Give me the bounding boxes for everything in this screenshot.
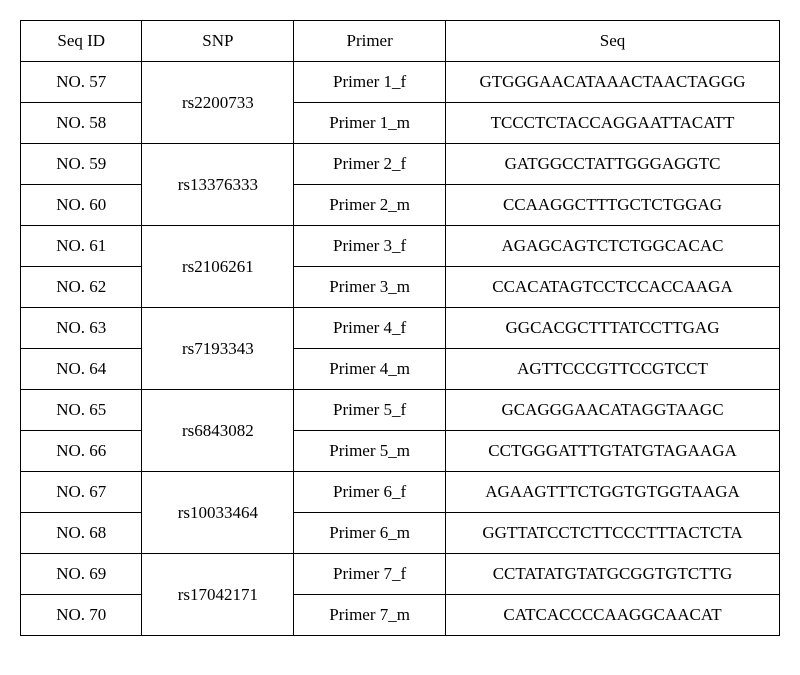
- col-header-seqid: Seq ID: [21, 21, 142, 62]
- cell-seq: AGTTCCCGTTCCGTCCT: [446, 349, 780, 390]
- cell-seqid: NO. 63: [21, 308, 142, 349]
- col-header-primer: Primer: [294, 21, 446, 62]
- cell-primer: Primer 6_m: [294, 513, 446, 554]
- cell-primer: Primer 5_f: [294, 390, 446, 431]
- cell-primer: Primer 2_m: [294, 185, 446, 226]
- table-row: NO. 65 rs6843082 Primer 5_f GCAGGGAACATA…: [21, 390, 780, 431]
- cell-seq: CCTATATGTATGCGGTGTCTTG: [446, 554, 780, 595]
- table-body: NO. 57 rs2200733 Primer 1_f GTGGGAACATAA…: [21, 62, 780, 636]
- cell-seqid: NO. 70: [21, 595, 142, 636]
- cell-snp: rs10033464: [142, 472, 294, 554]
- col-header-seq: Seq: [446, 21, 780, 62]
- table-row: NO. 68 Primer 6_m GGTTATCCTCTTCCCTTTACTC…: [21, 513, 780, 554]
- cell-seq: GGTTATCCTCTTCCCTTTACTCTA: [446, 513, 780, 554]
- table-row: NO. 62 Primer 3_m CCACATAGTCCTCCACCAAGA: [21, 267, 780, 308]
- table-row: NO. 58 Primer 1_m TCCCTCTACCAGGAATTACATT: [21, 103, 780, 144]
- col-header-snp: SNP: [142, 21, 294, 62]
- table-row: NO. 69 rs17042171 Primer 7_f CCTATATGTAT…: [21, 554, 780, 595]
- cell-snp: rs7193343: [142, 308, 294, 390]
- cell-primer: Primer 2_f: [294, 144, 446, 185]
- cell-seqid: NO. 57: [21, 62, 142, 103]
- cell-snp: rs17042171: [142, 554, 294, 636]
- table-row: NO. 57 rs2200733 Primer 1_f GTGGGAACATAA…: [21, 62, 780, 103]
- cell-primer: Primer 7_m: [294, 595, 446, 636]
- cell-seqid: NO. 60: [21, 185, 142, 226]
- cell-primer: Primer 1_m: [294, 103, 446, 144]
- table-row: NO. 63 rs7193343 Primer 4_f GGCACGCTTTAT…: [21, 308, 780, 349]
- cell-seq: AGAGCAGTCTCTGGCACAC: [446, 226, 780, 267]
- cell-seq: GCAGGGAACATAGGTAAGC: [446, 390, 780, 431]
- cell-seq: GATGGCCTATTGGGAGGTC: [446, 144, 780, 185]
- table-row: NO. 66 Primer 5_m CCTGGGATTTGTATGTAGAAGA: [21, 431, 780, 472]
- cell-primer: Primer 1_f: [294, 62, 446, 103]
- cell-seq: AGAAGTTTCTGGTGTGGTAAGA: [446, 472, 780, 513]
- cell-seqid: NO. 58: [21, 103, 142, 144]
- cell-seqid: NO. 59: [21, 144, 142, 185]
- cell-primer: Primer 4_f: [294, 308, 446, 349]
- cell-primer: Primer 6_f: [294, 472, 446, 513]
- cell-snp: rs2106261: [142, 226, 294, 308]
- cell-seqid: NO. 66: [21, 431, 142, 472]
- primer-table: Seq ID SNP Primer Seq NO. 57 rs2200733 P…: [20, 20, 780, 636]
- table-header-row: Seq ID SNP Primer Seq: [21, 21, 780, 62]
- cell-seqid: NO. 62: [21, 267, 142, 308]
- cell-primer: Primer 4_m: [294, 349, 446, 390]
- table-row: NO. 70 Primer 7_m CATCACCCCAAGGCAACAT: [21, 595, 780, 636]
- table-row: NO. 64 Primer 4_m AGTTCCCGTTCCGTCCT: [21, 349, 780, 390]
- cell-seqid: NO. 65: [21, 390, 142, 431]
- cell-seqid: NO. 61: [21, 226, 142, 267]
- cell-primer: Primer 5_m: [294, 431, 446, 472]
- cell-seq: CATCACCCCAAGGCAACAT: [446, 595, 780, 636]
- cell-snp: rs13376333: [142, 144, 294, 226]
- primer-table-container: Seq ID SNP Primer Seq NO. 57 rs2200733 P…: [20, 20, 780, 636]
- table-row: NO. 67 rs10033464 Primer 6_f AGAAGTTTCTG…: [21, 472, 780, 513]
- cell-seqid: NO. 64: [21, 349, 142, 390]
- cell-seq: GGCACGCTTTATCCTTGAG: [446, 308, 780, 349]
- cell-seq: TCCCTCTACCAGGAATTACATT: [446, 103, 780, 144]
- cell-seq: CCACATAGTCCTCCACCAAGA: [446, 267, 780, 308]
- table-row: NO. 60 Primer 2_m CCAAGGCTTTGCTCTGGAG: [21, 185, 780, 226]
- table-row: NO. 59 rs13376333 Primer 2_f GATGGCCTATT…: [21, 144, 780, 185]
- cell-snp: rs6843082: [142, 390, 294, 472]
- cell-seqid: NO. 67: [21, 472, 142, 513]
- cell-primer: Primer 3_f: [294, 226, 446, 267]
- table-row: NO. 61 rs2106261 Primer 3_f AGAGCAGTCTCT…: [21, 226, 780, 267]
- cell-seq: GTGGGAACATAAACTAACTAGGG: [446, 62, 780, 103]
- cell-seqid: NO. 68: [21, 513, 142, 554]
- cell-primer: Primer 7_f: [294, 554, 446, 595]
- cell-seq: CCAAGGCTTTGCTCTGGAG: [446, 185, 780, 226]
- cell-primer: Primer 3_m: [294, 267, 446, 308]
- cell-seqid: NO. 69: [21, 554, 142, 595]
- cell-snp: rs2200733: [142, 62, 294, 144]
- cell-seq: CCTGGGATTTGTATGTAGAAGA: [446, 431, 780, 472]
